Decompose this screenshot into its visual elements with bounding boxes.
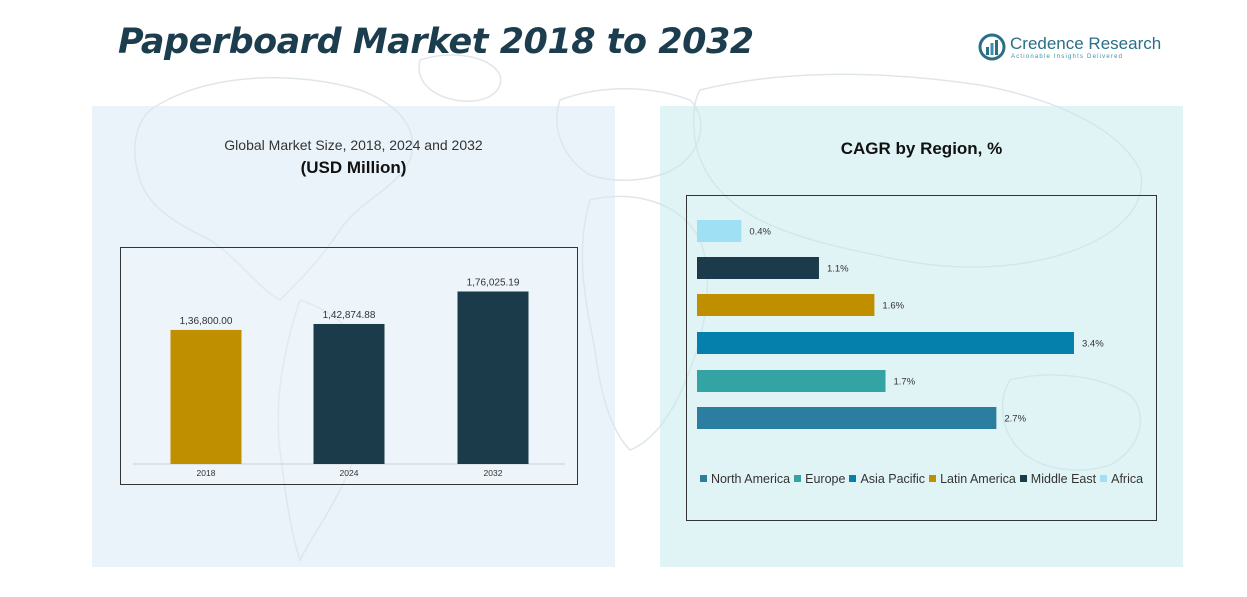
market-size-bar-chart: 1,36,800.00 2018 1,42,874.88 2024 1,76,025.1… bbox=[133, 277, 565, 478]
legend-swatch bbox=[929, 475, 937, 482]
bar-middle-east bbox=[697, 257, 819, 279]
bar-2032 bbox=[457, 291, 529, 464]
cagr-panel: CAGR by Region, % 0.4% 1.1% 1.6% 3.4% 1.7% 2.… bbox=[660, 106, 1183, 567]
cagr-bar-chart: 0.4% 1.1% 1.6% 3.4% 1.7% 2.7% bbox=[697, 220, 1104, 429]
bar-latin-america bbox=[697, 294, 875, 316]
legend-label: North America bbox=[710, 472, 791, 486]
market-size-chart-frame: 1,36,800.00 2018 1,42,874.88 2024 1,76,025.1… bbox=[120, 247, 578, 485]
value-label-middle-east: 1.1% bbox=[827, 264, 849, 275]
value-label-north-america: 2.7% bbox=[1004, 414, 1026, 425]
logo-icon bbox=[978, 33, 1006, 61]
legend-item-north-america: North America bbox=[699, 472, 791, 486]
market-size-unit: (USD Million) bbox=[300, 158, 407, 177]
cagr-legend: North America Europe Asia Pacific Latin Ame… bbox=[687, 472, 1156, 486]
legend-label: Europe bbox=[805, 472, 846, 486]
bar-north-america bbox=[697, 407, 997, 429]
legend-label: Latin America bbox=[940, 472, 1016, 486]
legend-swatch bbox=[849, 475, 857, 482]
legend-swatch bbox=[699, 475, 707, 482]
value-label-africa: 0.4% bbox=[749, 227, 771, 238]
legend-swatch bbox=[1019, 475, 1027, 482]
value-label-2024: 1,42,874.88 bbox=[323, 310, 376, 321]
page-title: Paperboard Market 2018 to 2032 bbox=[118, 22, 754, 62]
legend-item-europe: Europe bbox=[794, 472, 845, 486]
logo-name: Credence Research bbox=[1010, 34, 1162, 53]
tick-label-2032: 2032 bbox=[484, 468, 503, 478]
bar-europe bbox=[697, 370, 886, 392]
market-size-chart-title: Global Market Size, 2018, 2024 and 2032 bbox=[224, 137, 483, 153]
bar-2024 bbox=[313, 323, 385, 464]
cagr-chart-title: CAGR by Region, % bbox=[840, 139, 1003, 158]
market-size-panel: Global Market Size, 2018, 2024 and 2032 … bbox=[92, 106, 615, 567]
company-logo: Credence Research Actionable Insights De… bbox=[978, 32, 1168, 66]
value-label-2018: 1,36,800.00 bbox=[180, 316, 233, 327]
value-label-europe: 1.7% bbox=[894, 377, 916, 388]
legend-item-middle-east: Middle East bbox=[1019, 472, 1097, 486]
legend-item-africa: Africa bbox=[1100, 472, 1143, 486]
legend-label: Asia Pacific bbox=[860, 472, 926, 486]
legend-label: Middle East bbox=[1030, 472, 1097, 486]
cagr-chart-frame: 0.4% 1.1% 1.6% 3.4% 1.7% 2.7% North America Eu… bbox=[686, 195, 1157, 521]
legend-swatch bbox=[794, 475, 802, 482]
bar-africa bbox=[697, 220, 742, 242]
value-label-2032: 1,76,025.19 bbox=[467, 277, 520, 288]
legend-item-asia-pacific: Asia Pacific bbox=[849, 472, 925, 486]
legend-label: Africa bbox=[1111, 472, 1144, 486]
bar-2018 bbox=[170, 329, 242, 464]
logo-tagline: Actionable Insights Delivered bbox=[1011, 54, 1124, 60]
value-label-latin-america: 1.6% bbox=[882, 301, 904, 312]
tick-label-2024: 2024 bbox=[340, 468, 359, 478]
tick-label-2018: 2018 bbox=[197, 468, 216, 478]
value-label-asia-pacific: 3.4% bbox=[1082, 339, 1104, 350]
legend-item-latin-america: Latin America bbox=[929, 472, 1016, 486]
legend-swatch bbox=[1100, 475, 1108, 482]
bar-asia-pacific bbox=[697, 332, 1074, 354]
